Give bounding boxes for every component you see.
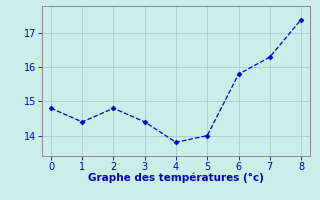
X-axis label: Graphe des températures (°c): Graphe des températures (°c) (88, 173, 264, 183)
